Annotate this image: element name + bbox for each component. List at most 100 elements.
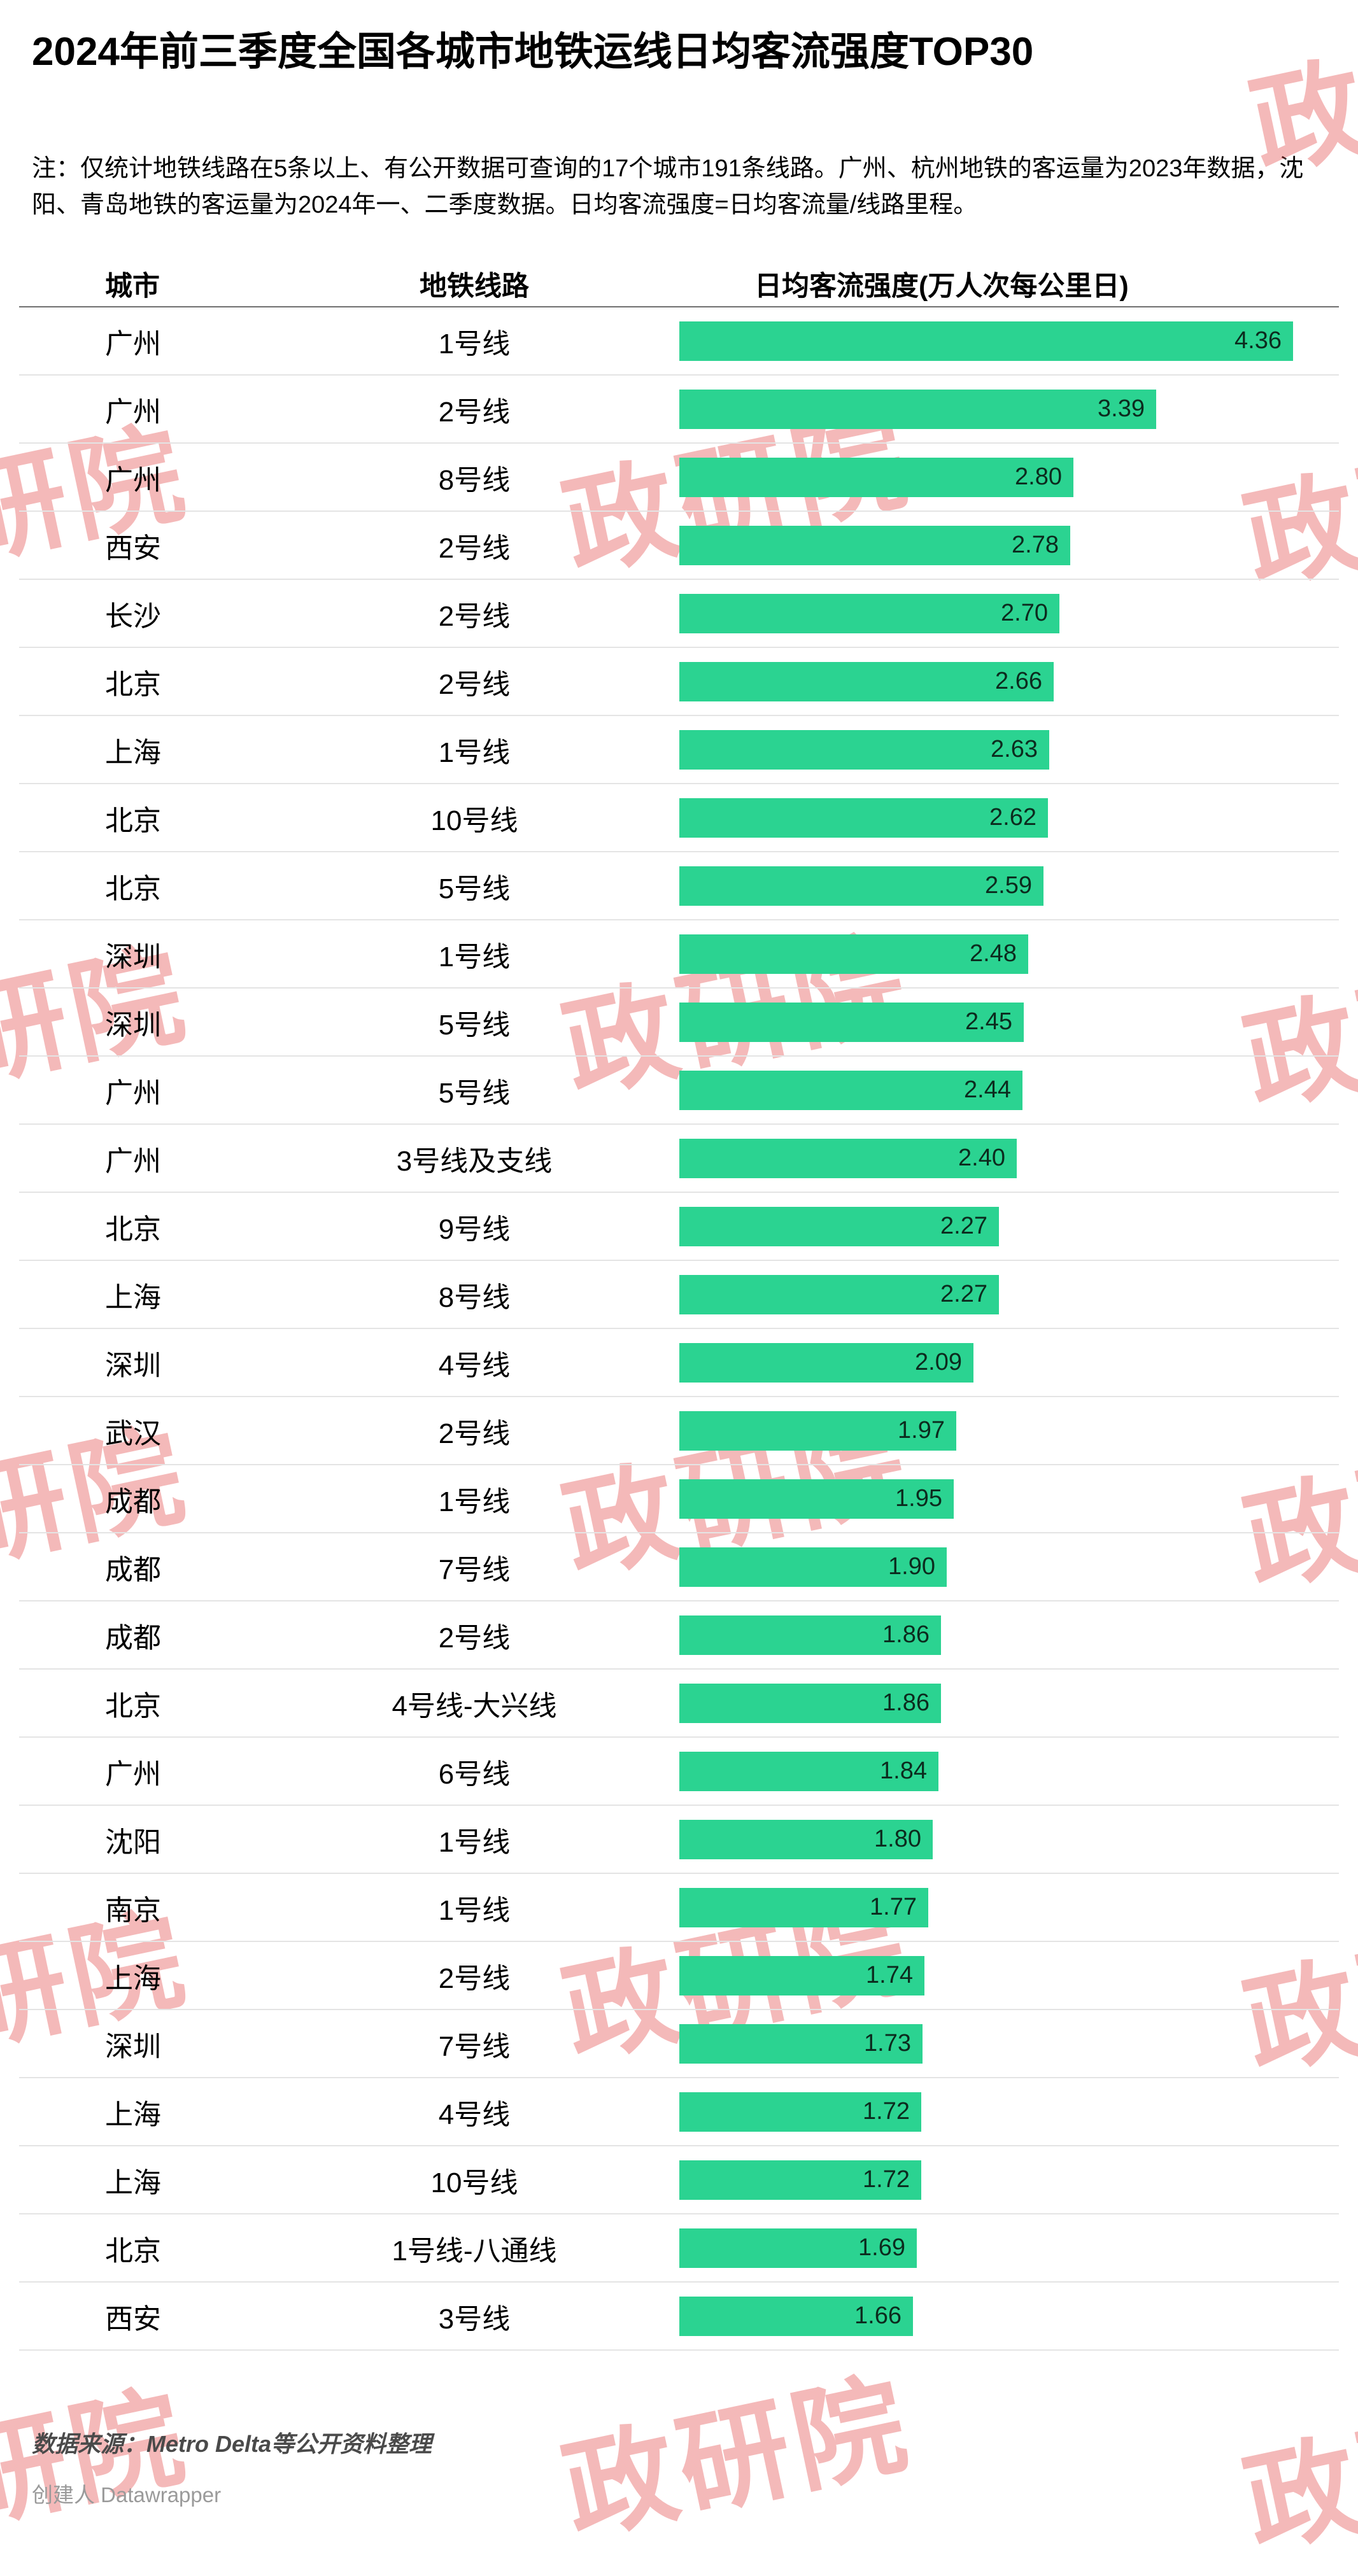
line-cell: 2号线	[438, 1962, 511, 1994]
bar-value-label: 1.74	[866, 1962, 913, 1989]
line-cell: 10号线	[430, 805, 518, 836]
bar-value-label: 1.90	[888, 1553, 935, 1580]
table-row: 成都 7号线 1.90	[19, 1533, 1339, 1602]
line-cell: 2号线	[438, 668, 511, 700]
city-cell: 南京	[105, 1894, 161, 1926]
bar: 1.97	[679, 1411, 956, 1451]
table-row: 成都 1号线 1.95	[19, 1465, 1339, 1534]
table-row: 深圳 4号线 2.09	[19, 1329, 1339, 1398]
line-cell: 9号线	[438, 1213, 511, 1245]
table-row: 广州 6号线 1.84	[19, 1738, 1339, 1806]
table-row: 长沙 2号线 2.70	[19, 580, 1339, 649]
bar: 1.90	[679, 1547, 947, 1587]
bar-track: 2.70	[653, 593, 1339, 633]
city-cell: 广州	[105, 1145, 161, 1177]
line-cell: 3号线	[438, 2303, 511, 2335]
table-row: 广州 5号线 2.44	[19, 1057, 1339, 1125]
table-row: 深圳 1号线 2.48	[19, 920, 1339, 989]
table-row: 沈阳 1号线 1.80	[19, 1806, 1339, 1875]
bar-value-label: 2.66	[995, 668, 1042, 695]
bar: 1.77	[679, 1887, 928, 1927]
city-cell: 北京	[105, 668, 161, 700]
bar: 2.27	[679, 1206, 999, 1246]
line-cell: 3号线及支线	[396, 1145, 553, 1177]
table-row: 深圳 5号线 2.45	[19, 989, 1339, 1057]
bar-value-label: 2.78	[1012, 531, 1059, 559]
bar-value-label: 1.72	[863, 2166, 910, 2193]
city-cell: 上海	[105, 1281, 161, 1313]
table-row: 北京 9号线 2.27	[19, 1193, 1339, 1262]
bar: 2.09	[679, 1342, 973, 1383]
bar-track: 1.74	[653, 1955, 1339, 1995]
bar: 1.80	[679, 1819, 933, 1859]
city-cell: 广州	[105, 464, 161, 496]
city-cell: 广州	[105, 1758, 161, 1790]
table-row: 北京 4号线-大兴线 1.86	[19, 1670, 1339, 1738]
city-cell: 北京	[105, 2235, 161, 2267]
city-cell: 广州	[105, 396, 161, 428]
table-row: 广州 1号线 4.36	[19, 307, 1339, 376]
bar-value-label: 2.48	[970, 940, 1017, 968]
line-cell: 10号线	[430, 2167, 518, 2199]
line-cell: 5号线	[438, 1009, 511, 1041]
bar-value-label: 2.44	[964, 1076, 1011, 1104]
bar-track: 2.63	[653, 729, 1339, 770]
bar: 1.84	[679, 1751, 938, 1791]
table-row: 上海 4号线 1.72	[19, 2078, 1339, 2147]
bar-value-label: 1.86	[882, 1621, 930, 1649]
bar: 2.27	[679, 1274, 999, 1314]
city-cell: 上海	[105, 2099, 161, 2130]
bar-track: 2.78	[653, 525, 1339, 565]
bar-track: 2.80	[653, 457, 1339, 497]
bar: 2.59	[679, 866, 1043, 906]
city-cell: 深圳	[105, 2031, 161, 2062]
bar-value-label: 1.66	[854, 2302, 902, 2330]
data-table: 城市 地铁线路 日均客流强度(万人次每公里日) 广州 1号线 4.36 广州 2号线 3.…	[19, 262, 1339, 2351]
bar: 1.95	[679, 1479, 954, 1519]
bar-value-label: 1.86	[882, 1689, 930, 1717]
bar: 2.70	[679, 593, 1059, 633]
bar-value-label: 2.40	[958, 1144, 1005, 1172]
city-cell: 广州	[105, 1077, 161, 1109]
credit-note: 创建人 Datawrapper	[32, 2483, 222, 2507]
table-row: 广州 2号线 3.39	[19, 376, 1339, 444]
line-cell: 2号线	[438, 396, 511, 428]
table-row: 武汉 2号线 1.97	[19, 1397, 1339, 1466]
line-cell: 8号线	[438, 464, 511, 496]
table-row: 上海 8号线 2.27	[19, 1261, 1339, 1330]
bar-track: 1.73	[653, 2023, 1339, 2064]
bar: 1.86	[679, 1615, 941, 1655]
bar: 1.73	[679, 2023, 923, 2064]
line-cell: 7号线	[438, 1554, 511, 1586]
bar-value-label: 1.77	[870, 1894, 917, 1921]
city-cell: 上海	[105, 736, 161, 768]
bar-track: 2.66	[653, 661, 1339, 701]
bar: 2.48	[679, 934, 1028, 974]
table-row: 广州 8号线 2.80	[19, 444, 1339, 512]
bar-track: 1.72	[653, 2092, 1339, 2132]
bar: 1.66	[679, 2296, 913, 2336]
line-cell: 4号线	[438, 2099, 511, 2130]
bar-track: 1.84	[653, 1751, 1339, 1791]
line-cell: 2号线	[438, 1418, 511, 1449]
chart-note: 注：仅统计地铁线路在5条以上、有公开数据可查询的17个城市191条线路。广州、杭…	[32, 155, 1304, 219]
bar-track: 1.86	[653, 1615, 1339, 1655]
bar-track: 3.39	[653, 389, 1339, 429]
city-cell: 深圳	[105, 941, 161, 973]
bar-value-label: 1.73	[864, 2030, 911, 2057]
city-cell: 深圳	[105, 1349, 161, 1381]
city-cell: 广州	[105, 328, 161, 360]
city-cell: 西安	[105, 532, 161, 564]
bar: 4.36	[679, 321, 1293, 361]
bar-track: 2.59	[653, 866, 1339, 906]
line-cell: 1号线-八通线	[392, 2235, 557, 2267]
bar: 3.39	[679, 389, 1156, 429]
bar-value-label: 2.63	[991, 736, 1038, 763]
bar-track: 1.77	[653, 1887, 1339, 1927]
line-cell: 8号线	[438, 1281, 511, 1313]
bar-value-label: 1.72	[863, 2098, 910, 2125]
bar-value-label: 1.69	[858, 2234, 905, 2262]
chart-footer: 数据来源：Metro Delta等公开资料整理 创建人 Datawrapper	[32, 2426, 1326, 2509]
bar-track: 1.69	[653, 2228, 1339, 2268]
